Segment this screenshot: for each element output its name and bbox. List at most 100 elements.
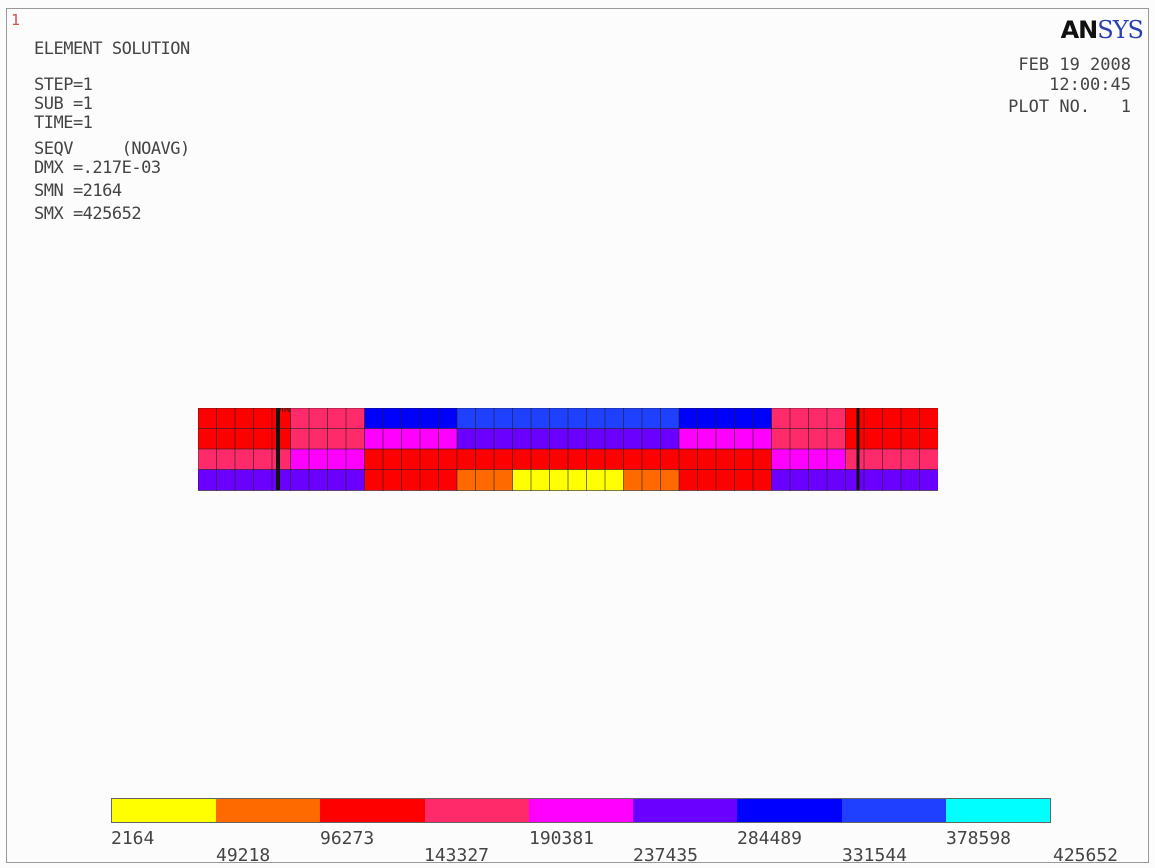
- mesh-element: [882, 428, 902, 450]
- mesh-element: [308, 469, 329, 491]
- mesh-element: [882, 408, 902, 430]
- mesh-element: [475, 448, 495, 471]
- legend-band-2: [216, 799, 321, 822]
- mesh-element: [734, 448, 754, 471]
- plot-title: ELEMENT SOLUTION: [34, 39, 190, 59]
- mesh-element: [623, 448, 643, 471]
- legend-label-10: 425652: [1053, 845, 1119, 866]
- mesh-element: [919, 428, 938, 450]
- mesh-element: [475, 408, 495, 430]
- contour-legend: [111, 798, 1051, 823]
- mesh-element: [198, 428, 218, 450]
- mesh-element: [826, 448, 847, 471]
- mesh-element: [771, 408, 791, 430]
- mesh-element: [882, 469, 902, 491]
- mesh-element: [549, 428, 569, 450]
- mesh-element: [253, 469, 273, 491]
- mesh-cells: [198, 408, 938, 491]
- mesh-element: [530, 448, 551, 471]
- mesh-element: [493, 428, 514, 450]
- mesh-element: [586, 408, 606, 430]
- mesh-element: [752, 428, 773, 450]
- mesh-element: [419, 408, 440, 430]
- mesh-element: [327, 428, 347, 450]
- mesh-element: [401, 408, 421, 430]
- mesh-element: [808, 428, 828, 450]
- mesh-element: [438, 469, 458, 491]
- mesh-element: [752, 448, 773, 471]
- mesh-element: [438, 448, 458, 471]
- mesh-element: [900, 469, 921, 491]
- mesh-element: [512, 428, 532, 450]
- mesh-element: [660, 408, 680, 430]
- mesh-element: [715, 469, 736, 491]
- mesh-element: [308, 448, 329, 471]
- mesh-element: [345, 469, 366, 491]
- logo-an: AN: [1060, 16, 1099, 44]
- mesh-element: [364, 469, 384, 491]
- legend-band-1: [112, 799, 217, 822]
- mesh-element: [530, 428, 551, 450]
- model-label: MN: [276, 408, 291, 415]
- legend-label-1: 2164: [111, 828, 155, 849]
- mesh-element: [919, 469, 938, 491]
- mesh-element: [604, 448, 625, 471]
- legend-label-2: 49218: [216, 845, 271, 866]
- mesh-element: [382, 469, 403, 491]
- plot-number: PLOT NO. 1: [1008, 97, 1131, 117]
- mesh-element: [641, 428, 662, 450]
- mesh-element: [456, 469, 477, 491]
- mesh-element: [623, 428, 643, 450]
- mesh-element: [216, 469, 236, 491]
- mesh-element: [456, 428, 477, 450]
- mesh-element: [512, 408, 532, 430]
- mesh-element: [678, 408, 699, 430]
- legend-label-8: 331544: [842, 845, 908, 866]
- time-line: TIME=1: [34, 113, 93, 133]
- mesh-element: [290, 448, 310, 471]
- mesh-element: [549, 469, 569, 491]
- mesh-element: [752, 469, 773, 491]
- window-number: 1: [11, 11, 21, 29]
- mesh-element: [789, 469, 810, 491]
- mesh-element: [271, 428, 292, 450]
- legend-band-8: [841, 799, 946, 822]
- mesh-element: [845, 408, 865, 430]
- mesh-element: [567, 469, 588, 491]
- mesh-element: [290, 469, 310, 491]
- mesh-element: [345, 408, 366, 430]
- mesh-element: [863, 408, 884, 430]
- mesh-element: [789, 408, 810, 430]
- mesh-element: [808, 469, 828, 491]
- mesh-element: [382, 448, 403, 471]
- mesh-element: [808, 448, 828, 471]
- mesh-element: [660, 469, 680, 491]
- mesh-element: [863, 448, 884, 471]
- mesh-element: [771, 448, 791, 471]
- dmx-line: DMX =.217E-03: [34, 158, 161, 178]
- mesh-element: [345, 448, 366, 471]
- mesh-element: [345, 428, 366, 450]
- mesh-element: [734, 408, 754, 430]
- mesh-element: [216, 448, 236, 471]
- mesh-element: [697, 428, 717, 450]
- mesh-element: [198, 408, 218, 430]
- mesh-element: [641, 469, 662, 491]
- mesh-element: [198, 448, 218, 471]
- mesh-element: [715, 428, 736, 450]
- mesh-element: [530, 469, 551, 491]
- mesh-element: [752, 408, 773, 430]
- mesh-element: [493, 408, 514, 430]
- mesh-element: [438, 428, 458, 450]
- mesh-element: [845, 428, 865, 450]
- mesh-element: [567, 448, 588, 471]
- mesh-element: [623, 408, 643, 430]
- mesh-element: [401, 469, 421, 491]
- mesh-element: [863, 469, 884, 491]
- mesh-element: [567, 408, 588, 430]
- mesh-element: [475, 469, 495, 491]
- mesh-element: [456, 448, 477, 471]
- mesh-element: [641, 448, 662, 471]
- mesh-element: [771, 428, 791, 450]
- mesh-element: [549, 408, 569, 430]
